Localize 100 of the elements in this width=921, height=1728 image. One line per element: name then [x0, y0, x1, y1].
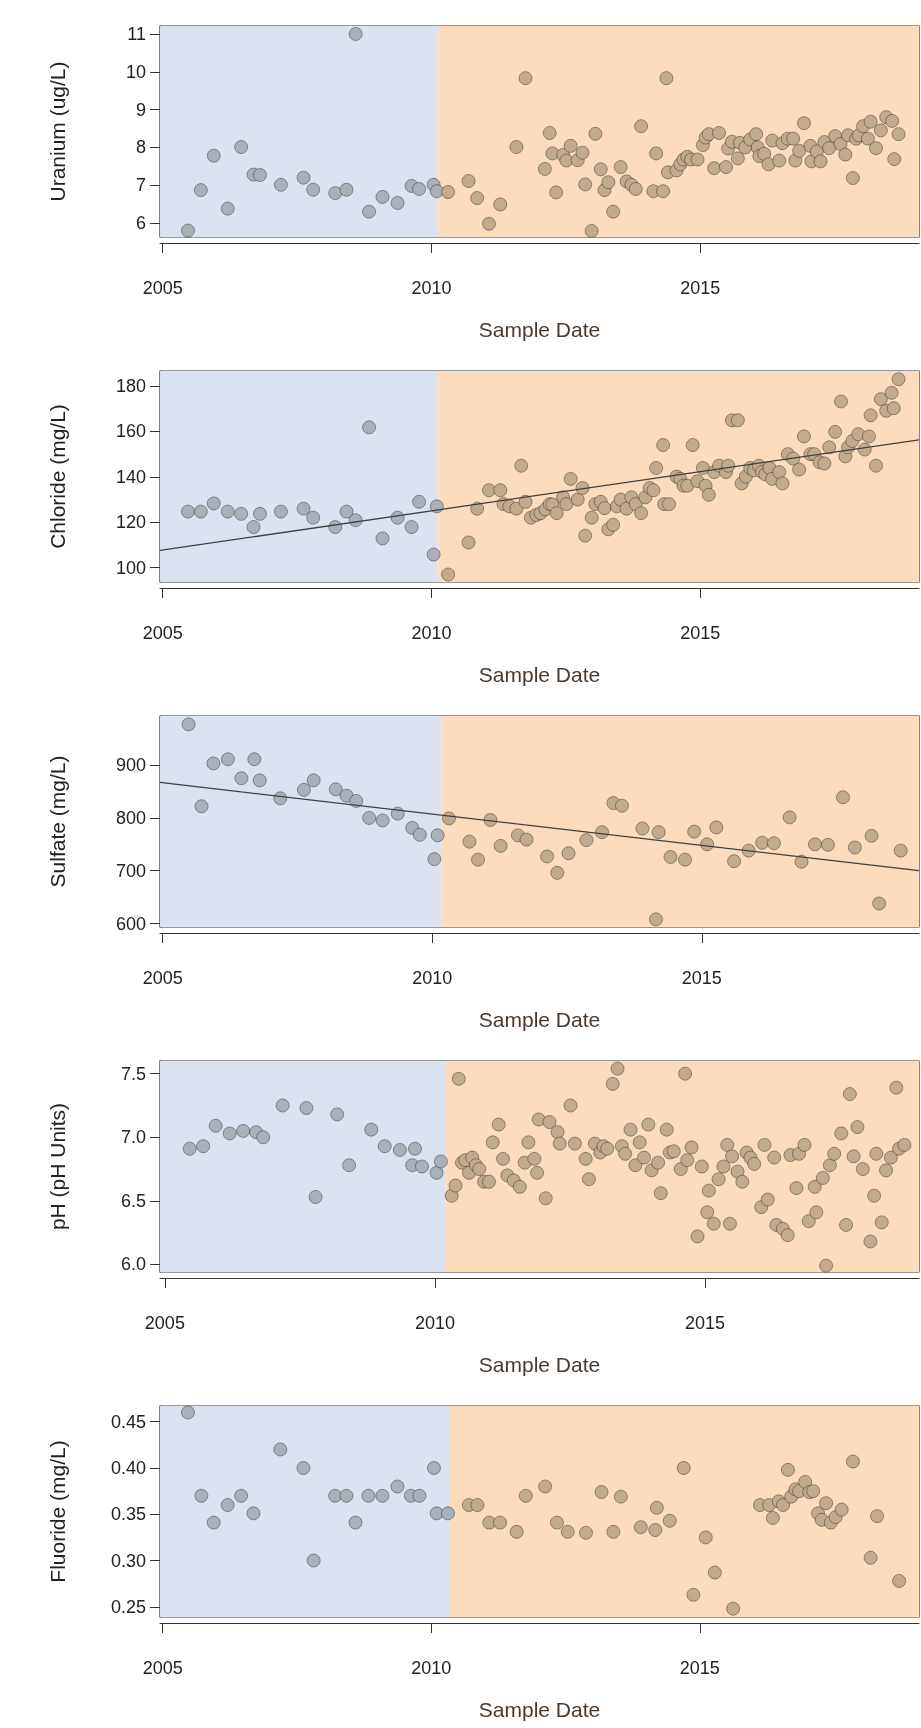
- x-axis-title: Sample Date: [478, 318, 601, 341]
- point: [427, 852, 442, 867]
- point: [782, 810, 797, 825]
- point: [426, 1461, 441, 1475]
- y-tick-label: 180: [115, 375, 146, 396]
- y-axis-title: Uranium (ug/L): [46, 61, 69, 202]
- point: [561, 846, 576, 861]
- y-tick-label: 7.0: [120, 1127, 146, 1148]
- point: [308, 1190, 323, 1204]
- point: [348, 26, 363, 41]
- point: [390, 806, 405, 821]
- point: [234, 771, 249, 786]
- y-tick-label: 0.40: [110, 1458, 146, 1478]
- point: [579, 833, 594, 848]
- x-tick-label: 2010: [411, 623, 452, 643]
- point: [429, 1506, 444, 1521]
- point: [328, 782, 343, 797]
- point: [594, 1485, 609, 1500]
- point: [412, 181, 427, 196]
- point: [234, 506, 249, 521]
- point: [892, 1573, 907, 1588]
- point: [361, 1488, 376, 1503]
- point: [836, 790, 850, 805]
- point: [429, 184, 444, 199]
- point: [246, 520, 261, 535]
- point: [755, 835, 770, 850]
- point: [392, 1142, 407, 1157]
- point: [707, 1565, 722, 1580]
- point: [194, 1488, 209, 1503]
- x-tick-label: 2015: [685, 1313, 726, 1333]
- point: [299, 1101, 314, 1116]
- point: [390, 1479, 405, 1494]
- point: [518, 1488, 533, 1503]
- point: [794, 854, 809, 869]
- y-tick-label: 6: [135, 213, 146, 234]
- point: [540, 849, 555, 864]
- point: [767, 836, 781, 851]
- x-tick-label: 2015: [681, 968, 722, 988]
- y-tick-label: 0.25: [110, 1596, 146, 1617]
- point: [560, 1524, 575, 1539]
- point: [819, 1496, 834, 1511]
- y-tick-label: 100: [115, 557, 146, 578]
- y-tick-label: 10: [125, 61, 146, 82]
- y-tick-label: 7: [135, 175, 146, 196]
- point: [364, 1122, 379, 1137]
- point: [864, 828, 879, 843]
- point: [330, 1107, 345, 1122]
- point: [390, 195, 405, 210]
- x-tick-label: 2015: [679, 1658, 720, 1678]
- point: [412, 1488, 427, 1503]
- point: [426, 547, 441, 562]
- x-tick-label: 2010: [414, 1313, 455, 1333]
- x-axis-title: Sample Date: [478, 1353, 601, 1376]
- y-axis-title: Fluoride (mg/L): [46, 1440, 69, 1583]
- point: [375, 189, 390, 204]
- point: [820, 837, 835, 852]
- point: [847, 840, 862, 855]
- y-axis-title: pH (pH Units): [46, 1102, 69, 1231]
- point: [550, 865, 565, 880]
- point: [348, 1515, 363, 1530]
- point: [807, 837, 822, 852]
- point: [509, 1524, 524, 1539]
- point: [246, 1506, 261, 1521]
- point: [252, 506, 267, 521]
- point: [776, 1498, 791, 1513]
- point: [834, 1502, 849, 1517]
- point: [470, 1498, 485, 1513]
- point: [339, 504, 354, 519]
- point: [806, 1484, 821, 1499]
- point: [256, 1130, 271, 1145]
- point: [676, 1461, 691, 1475]
- point: [296, 782, 311, 797]
- point: [206, 1515, 221, 1530]
- x-tick-label: 2005: [144, 1313, 185, 1333]
- y-tick-label: 600: [115, 913, 146, 934]
- point: [181, 717, 196, 732]
- point: [306, 773, 321, 788]
- point: [845, 1454, 860, 1469]
- y-tick-label: 7.5: [120, 1063, 146, 1084]
- y-tick-label: 120: [115, 512, 146, 533]
- point: [196, 1139, 211, 1154]
- point: [234, 1488, 249, 1503]
- point: [412, 827, 427, 842]
- point: [375, 1488, 390, 1503]
- y-tick-label: 6.0: [120, 1254, 146, 1275]
- y-tick-label: 160: [115, 421, 146, 442]
- y-tick-label: 0.45: [110, 1411, 146, 1432]
- point: [649, 1500, 664, 1515]
- point: [349, 793, 364, 808]
- point: [193, 183, 208, 198]
- y-tick-label: 9: [135, 99, 146, 120]
- x-axis-title: Sample Date: [478, 1008, 601, 1031]
- point: [194, 799, 209, 814]
- point: [648, 912, 663, 927]
- point: [519, 832, 534, 847]
- point: [578, 1525, 593, 1540]
- point: [247, 752, 262, 767]
- point: [273, 1442, 288, 1457]
- point: [678, 852, 693, 867]
- point: [407, 1141, 422, 1156]
